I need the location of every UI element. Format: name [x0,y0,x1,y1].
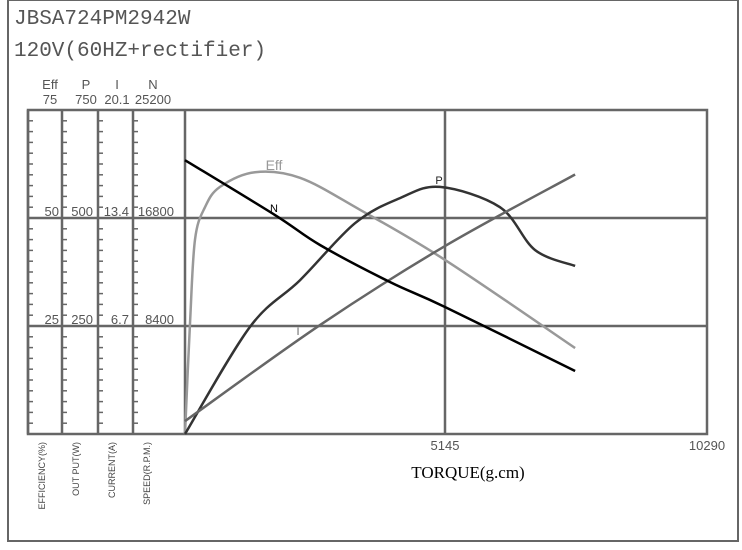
series-label-n: N [270,203,278,215]
axis-header-i: I [115,77,119,92]
curve-eff [183,170,576,435]
x-tick-label: 5145 [431,438,460,453]
axis-tick-label: 6.7 [111,312,129,327]
axis-tick-label: 50 [45,204,59,219]
axis-header-p: P [82,77,91,92]
x-axis-label: TORQUE(g.cm) [411,463,524,482]
series-label-p: P [435,175,442,187]
series-label-eff: Eff [266,157,283,173]
axis-tick-label: 25 [45,312,59,327]
axis-tick-label: 8400 [145,312,174,327]
axis-max-p: 750 [75,92,97,107]
axis-max-eff: 75 [43,92,57,107]
axis-title-p: OUT PUT(W) [71,442,81,496]
axis-title-n: SPEED(R.P.M.) [142,442,152,505]
axis-tick-label: 250 [71,312,93,327]
model-title: JBSA724PM2942W [14,8,191,31]
axis-header-n: N [148,77,157,92]
curve-p [183,185,576,435]
outer-border [7,0,739,542]
axis-header-eff: Eff [42,77,58,92]
axis-title-i: CURRENT(A) [107,442,117,498]
axis-tick-label: 16800 [138,204,174,219]
curve-n [184,159,576,373]
x-tick-label: 10290 [689,438,725,453]
series-label-i: I [296,326,299,338]
axis-max-n: 25200 [135,92,171,107]
axis-max-i: 20.1 [104,92,129,107]
curve-i [184,173,576,423]
axis-tick-label: 13.4 [104,204,129,219]
axis-title-eff: EFFICIENCY(%) [37,442,47,510]
axis-tick-label: 500 [71,204,93,219]
supply-subtitle: 120V(60HZ+rectifier) [14,40,266,63]
